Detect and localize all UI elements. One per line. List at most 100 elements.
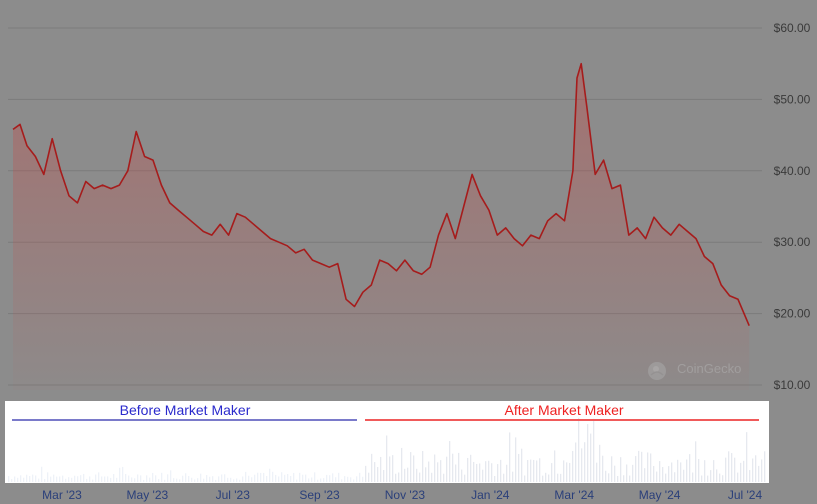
volume-bar xyxy=(116,477,118,482)
volume-bar xyxy=(113,474,115,482)
volume-bar xyxy=(23,477,25,482)
volume-bar xyxy=(287,473,289,482)
volume-bar xyxy=(761,459,763,482)
volume-bar xyxy=(728,451,730,482)
volume-bar xyxy=(506,464,508,482)
volume-bar xyxy=(185,473,187,482)
volume-bar xyxy=(101,476,103,482)
volume-bar xyxy=(107,476,109,482)
volume-bar xyxy=(488,460,490,482)
volume-bar xyxy=(356,476,358,482)
gecko-logo-icon xyxy=(648,362,666,380)
volume-bar xyxy=(326,474,328,482)
volume-bar xyxy=(464,474,466,482)
volume-bar xyxy=(575,442,577,482)
volume-bar xyxy=(749,470,751,482)
volume-bar xyxy=(128,475,130,482)
volume-bar xyxy=(86,478,88,482)
volume-bar xyxy=(497,464,499,482)
volume-bar xyxy=(290,475,292,482)
volume-bar xyxy=(215,479,217,482)
volume-bar xyxy=(206,475,208,482)
volume-bar xyxy=(329,475,331,482)
volume-bar xyxy=(548,474,550,482)
x-tick-label: Jan '24 xyxy=(471,488,510,502)
volume-bar xyxy=(191,477,193,482)
volume-bar xyxy=(299,472,301,482)
volume-bar xyxy=(89,476,91,482)
volume-bar xyxy=(62,475,64,482)
volume-bar xyxy=(569,462,571,482)
volume-bar xyxy=(389,456,391,482)
volume-bar xyxy=(11,479,13,482)
volume-bar xyxy=(260,472,262,482)
volume-bar xyxy=(659,461,661,482)
volume-bar xyxy=(59,476,61,482)
volume-bar xyxy=(587,424,589,482)
y-tick-label: $40.00 xyxy=(774,164,811,178)
volume-bar xyxy=(167,474,169,482)
volume-bar xyxy=(695,441,697,482)
volume-bar xyxy=(302,474,304,482)
volume-bar xyxy=(554,450,556,482)
volume-bar xyxy=(419,472,421,482)
watermark-text: CoinGecko xyxy=(677,361,741,376)
volume-bar xyxy=(467,457,469,482)
volume-bar xyxy=(368,472,370,482)
volume-bar xyxy=(365,465,367,482)
volume-bar xyxy=(71,477,73,482)
x-tick-label: Jul '23 xyxy=(216,488,251,502)
volume-bar xyxy=(596,462,598,482)
volume-bar xyxy=(320,478,322,482)
volume-bar xyxy=(437,462,439,482)
volume-bar xyxy=(560,473,562,482)
volume-bar xyxy=(8,476,10,482)
volume-bar xyxy=(266,476,268,482)
volume-bar xyxy=(725,457,727,482)
volume-bar xyxy=(401,447,403,482)
volume-bar xyxy=(422,450,424,482)
volume-bar xyxy=(131,477,133,482)
volume-bar xyxy=(716,469,718,482)
volume-bar xyxy=(278,476,280,482)
volume-bar xyxy=(218,476,220,482)
volume-bar xyxy=(545,472,547,482)
volume-bar xyxy=(443,473,445,482)
volume-bar xyxy=(140,475,142,482)
volume-bars xyxy=(8,417,766,482)
volume-bar xyxy=(425,467,427,482)
volume-bar xyxy=(311,477,313,482)
volume-bar xyxy=(236,478,238,482)
y-tick-label: $50.00 xyxy=(774,92,811,106)
volume-bar xyxy=(413,455,415,482)
volume-bar xyxy=(284,474,286,482)
y-tick-label: $20.00 xyxy=(774,307,811,321)
volume-bar xyxy=(764,451,766,482)
volume-bar xyxy=(200,473,202,482)
volume-bar xyxy=(530,459,532,482)
volume-bar xyxy=(245,471,247,482)
x-axis-labels: Mar '23 May '23 Jul '23 Sep '23 Nov '23 Jan '… xyxy=(42,488,762,502)
volume-bar xyxy=(710,470,712,482)
volume-bar xyxy=(353,479,355,482)
volume-bar xyxy=(557,473,559,482)
volume-bar xyxy=(221,474,223,482)
volume-bar xyxy=(110,477,112,482)
volume-bar xyxy=(512,471,514,482)
volume-bar xyxy=(29,476,31,482)
volume-bar xyxy=(53,474,55,482)
volume-bar xyxy=(263,472,265,482)
x-tick-label: May '23 xyxy=(127,488,169,502)
volume-bar xyxy=(257,472,259,482)
volume-bar xyxy=(92,479,94,482)
volume-bar xyxy=(248,475,250,482)
volume-bar xyxy=(485,461,487,482)
volume-bar xyxy=(314,472,316,482)
volume-bar xyxy=(350,477,352,482)
volume-bar xyxy=(743,460,745,482)
x-tick-label: May '24 xyxy=(639,488,681,502)
volume-bar xyxy=(239,479,241,482)
volume-bar xyxy=(509,432,511,482)
volume-bar xyxy=(212,476,214,482)
volume-bar xyxy=(182,475,184,482)
